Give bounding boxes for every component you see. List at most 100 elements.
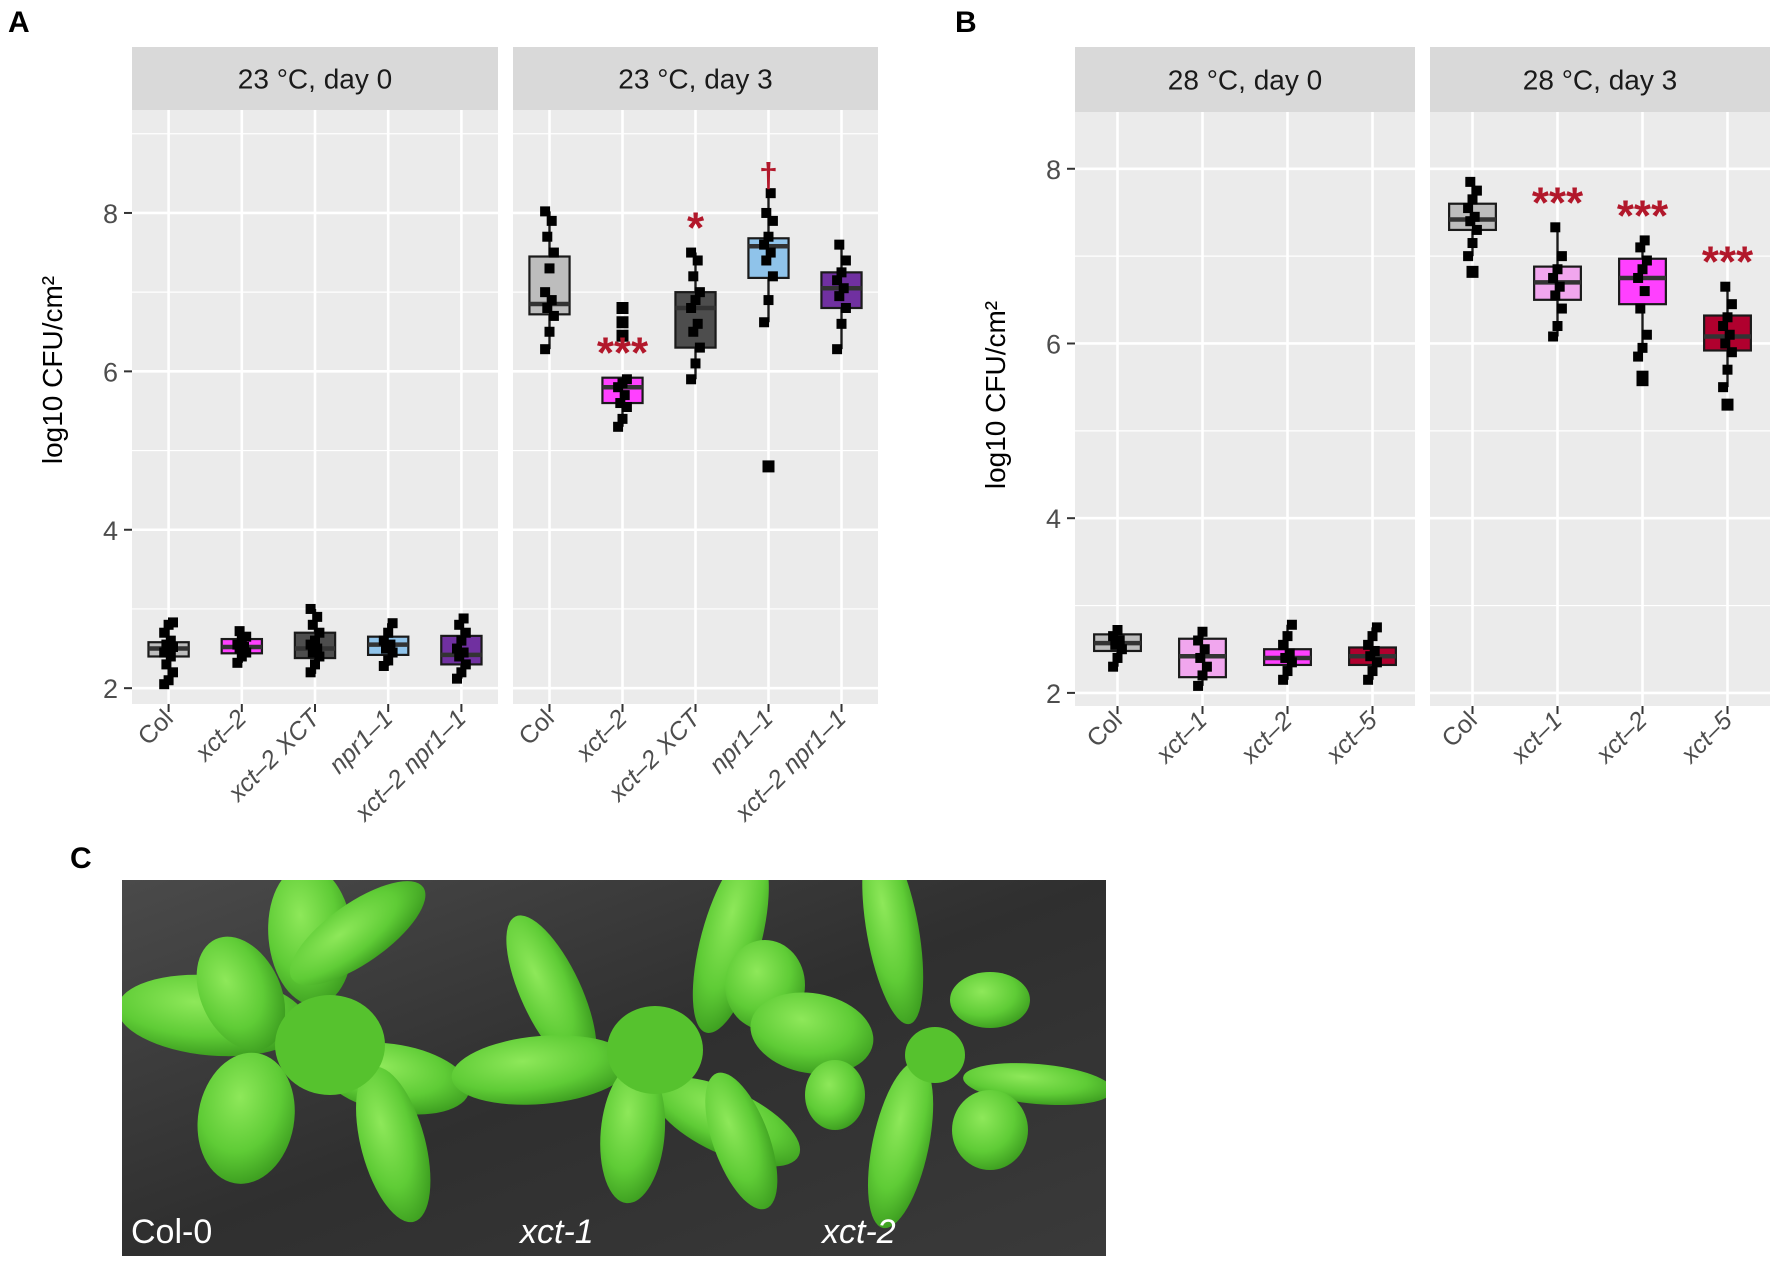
panel-b-facet-1-xct-5-data-point (1365, 651, 1376, 662)
panel-a-facet-2-xct-2-npr1-1-data-point (836, 267, 847, 278)
panel-a-facet-1-xct-2-npr1-1-data-point (452, 673, 462, 684)
panel-b-facet-2-xct-1-data-point (1556, 251, 1567, 262)
panel-a-facet-2-xct-2-significance: *** (597, 329, 649, 378)
panel-b-facet-2-xct-2-outlier (1636, 370, 1649, 383)
panel-a-facet-1-col-data-point (165, 651, 176, 662)
panel-b-facet-1-xct-5-data-point (1363, 639, 1374, 650)
panel-a-facet-1-xct-2-xct-data-point (305, 603, 316, 614)
panel-b-facet-2-col-data-point (1467, 194, 1478, 205)
panel-a-facet-2-xct-2-xct-data-point (692, 318, 703, 329)
panel-b-facet-1-xct-1-data-point (1193, 635, 1204, 646)
panel-b-facet-1-xct-1-label-part: xct–1 (1150, 706, 1213, 769)
panel-b-facet-2-xct-5-data-point (1718, 321, 1729, 332)
photo-label-xct-2: xct-2 (820, 1213, 896, 1251)
panel-b-facet-2-col-data-point (1463, 251, 1474, 262)
panel-a-facet-2-npr1-1-data-point (759, 239, 770, 250)
panel-a-facet-1-npr1-1-data-point (378, 660, 389, 671)
panel-b-facet-2-col-data-point (1465, 176, 1476, 187)
panel-a-facet-1-xct-2-label-part: xct–2 (189, 704, 252, 767)
panel-a-facet-1-col-data-point (168, 617, 178, 628)
panel-a-facet-1-title: 23 °C, day 0 (238, 64, 392, 95)
panel-b-facet-2-xct-2-data-point (1633, 272, 1644, 283)
panel-b-facet-2-xct-2-data-point (1641, 329, 1652, 340)
panel-b-facet-1-col-data-point (1114, 635, 1125, 646)
panel-a-facet-2-xct-2-outlier (616, 316, 629, 329)
photo-label-col-0: Col-0 (131, 1213, 212, 1251)
panel-a-facet-2-col-data-point (546, 295, 557, 306)
panel-b-facet-1-plot-background (1075, 112, 1415, 706)
panel-a-facet-1-xct-2-xct-data-point (314, 651, 325, 662)
panel-b-facet-2-strip (1430, 47, 1770, 112)
panel-a-facet-1-xct-2-data-point (241, 647, 252, 658)
panel-a-facet-2-npr1-1-significance: † (759, 157, 778, 195)
panel-a-facet-2-xct-2-outlier (616, 329, 629, 342)
panel-a-facet-2-xct-2-npr1-1-data-point (832, 344, 843, 355)
panel-a-facet-1-xct-2-data-point (234, 626, 245, 637)
panel-a-facet-1-npr1-1-data-point (385, 639, 396, 650)
panel-b-facet-2-col-data-point (1469, 211, 1480, 222)
panel-b-facet-2-xct-2-data-point (1639, 235, 1650, 246)
panel-a-facet-1-xct-2-data-point (232, 657, 243, 668)
panel-a-facet-2-npr1-1-data-point (765, 188, 776, 199)
panel-b-facet-1-xct-2-data-point (1282, 666, 1293, 677)
panel-a-facet-1-xct-2-npr1-1-data-point (460, 627, 471, 638)
panel-a-facet-2-col-data-point (548, 310, 559, 321)
panel-a-facet-1-xct-2-data-point (239, 641, 249, 652)
panel-b-facet-2-plot-background (1430, 112, 1770, 706)
panel-b-facet-2-xct-2-data-point (1641, 255, 1652, 266)
panel-b-facet-2-xct-5-significance: *** (1702, 238, 1754, 287)
panel-b-facet-2-xct-5-data-point (1720, 281, 1731, 292)
panel-b-facet-2-xct-2-data-point (1637, 264, 1648, 275)
panel-b-facet-2-xct-5-data-point (1718, 382, 1729, 393)
panel-a-facet-1-xct-2-xct-data-point (310, 635, 320, 646)
panel-a-facet-2-col-data-point (540, 206, 551, 217)
panel-a-y-tick-label: 4 (103, 516, 118, 546)
panel-b-facet-2-title: 28 °C, day 3 (1523, 65, 1677, 96)
panel-a-facet-2-npr1-1-data-point (761, 255, 772, 266)
panel-a-facet-2-xct-2-xct-data-point (688, 271, 699, 282)
panel-b-facet-1-col-data-point (1108, 631, 1119, 642)
panel-a-facet-1-xct-2-npr1-1-data-point (454, 619, 465, 630)
y-axis-label-a: log10 CFU/cm² (37, 276, 68, 464)
panel-b-facet-2-xct-2-data-point (1637, 342, 1648, 353)
rosette-xct-2 (750, 880, 1106, 1229)
panel-a-facet-1-xct-2-npr1-1-data-point (458, 647, 469, 658)
panel-a-facet-1-col-data-point (161, 659, 172, 670)
panel-a-facet-2-xct-2-npr1-1-data-point (840, 303, 851, 313)
panel-b-facet-2-xct-5-data-point (1726, 299, 1737, 310)
panel-a-y-tick-label: 6 (103, 357, 118, 387)
panel-b-facet-2-xct-5-label-part: xct–5 (1675, 706, 1738, 769)
panel-b-facet-1-xct-5-data-point (1367, 666, 1378, 677)
panel-a-facet-2-title: 23 °C, day 3 (618, 64, 772, 95)
panel-a-facet-1-xct-2-xct-data-point (310, 659, 320, 670)
panel-a-facet-2-npr1-1-data-point (763, 295, 774, 306)
panel-b-facet-2-xct-5-data-point (1722, 312, 1733, 323)
panel-b-facet-1-xct-2-data-point (1278, 639, 1289, 650)
panel-a-facet-2-xct-2-xct-data-point (690, 295, 701, 306)
panel-b-facet-2-xct-5-data-point (1726, 347, 1737, 358)
panel-b-facet-2-xct-1-data-point (1552, 264, 1563, 275)
panel-a-facet-1-col-data-point (168, 641, 178, 652)
panel-b-facet-1-xct-2-label: xct–2 (1235, 706, 1298, 769)
panel-b-facet-1-xct-1-data-point (1197, 626, 1208, 637)
panel-a-facet-2-xct-2-xct-data-point (688, 326, 699, 337)
panel-b-facet-2-col-label-part: Col (1436, 706, 1482, 752)
panel-b-facet-1-xct-5-data-point (1369, 645, 1380, 656)
panel-a-facet-2-xct-2-data-point (621, 374, 632, 385)
panel-a-facet-2-col-data-point (542, 231, 553, 242)
panel-b-facet-1-col-data-point (1108, 661, 1119, 672)
panel-b-facet-1-strip (1075, 47, 1415, 112)
panel-b-facet-2-xct-5-data-point (1722, 364, 1733, 375)
rosette-xct-1 (451, 880, 805, 1210)
panel-a-facet-1-xct-2-npr1-1-label-part: npr1–1 (392, 704, 472, 784)
panel-a-facet-1-xct-2-xct-data-point (307, 619, 318, 630)
plant-photo: Col-0 xct-1 xct-2 (122, 880, 1106, 1256)
panel-a-facet-2-npr1-1-data-point (767, 215, 778, 226)
panel-b-facet-2-xct-2-data-point (1635, 242, 1646, 253)
panel-a-facet-2-xct-2-npr1-1-data-point (834, 239, 845, 250)
panel-a-facet-1-strip (132, 47, 498, 110)
panel-label-a: A (8, 6, 30, 39)
photo-label-xct-1: xct-1 (518, 1213, 594, 1251)
panel-b-facet-2-col-data-point (1471, 224, 1482, 235)
panel-a-facet-2-npr1-1-data-point (759, 317, 770, 328)
